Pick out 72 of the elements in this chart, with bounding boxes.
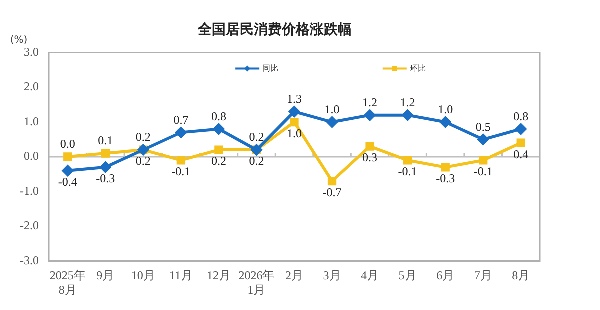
point xyxy=(403,156,412,165)
data-label: 0.2 xyxy=(249,154,264,168)
point xyxy=(64,152,72,162)
y-tick-label: 0.0 xyxy=(24,149,39,164)
point xyxy=(100,162,112,173)
data-label: 0.5 xyxy=(476,120,491,134)
legend-label: 同比 xyxy=(262,64,279,73)
data-label: 0.8 xyxy=(211,109,226,124)
x-tick-label: 7月 xyxy=(474,268,492,283)
x-tick-label: 12月 xyxy=(206,268,231,283)
data-label: 0.2 xyxy=(211,154,226,168)
data-label: 0.8 xyxy=(514,109,529,124)
data-label: 1.2 xyxy=(400,95,416,110)
point xyxy=(516,138,526,148)
point xyxy=(176,156,186,165)
data-label: -0.4 xyxy=(58,175,78,190)
data-label: 1.0 xyxy=(438,102,454,116)
y-tick-label: 3.0 xyxy=(24,44,39,59)
data-label: 1.0 xyxy=(287,126,302,140)
data-label: 0.4 xyxy=(514,147,529,162)
data-label: -0.1 xyxy=(474,164,493,179)
point xyxy=(326,116,338,128)
point xyxy=(366,142,374,151)
point xyxy=(440,116,452,128)
point xyxy=(441,163,450,172)
point xyxy=(214,146,224,154)
data-label: 1.3 xyxy=(287,92,302,106)
point xyxy=(364,110,376,121)
y-tick-label: -2.0 xyxy=(20,218,39,233)
point xyxy=(101,149,110,158)
x-tick-label: 2026年 1月 xyxy=(238,268,275,297)
data-label: 0.2 xyxy=(249,130,264,144)
legend-label: 环比 xyxy=(410,64,426,73)
point xyxy=(478,134,489,146)
point xyxy=(289,106,300,118)
x-tick-label: 10月 xyxy=(131,268,156,283)
data-label: 0.2 xyxy=(136,154,151,168)
point xyxy=(516,124,527,135)
x-tick-label: 3月 xyxy=(323,268,342,283)
data-label: -0.1 xyxy=(398,164,418,179)
x-tick-label: 2025年 8月 xyxy=(50,268,86,297)
data-label: 0.7 xyxy=(174,112,189,127)
data-label: 1.0 xyxy=(324,102,340,116)
data-label: -0.3 xyxy=(436,172,456,186)
x-tick-label: 11月 xyxy=(169,268,193,283)
point xyxy=(176,127,187,138)
x-tick-label: 4月 xyxy=(361,268,380,283)
point xyxy=(213,124,224,135)
x-tick-label: 8月 xyxy=(512,268,530,283)
chart-title: 全国居民消费价格涨跌幅 xyxy=(197,22,352,38)
y-tick-label: 2.0 xyxy=(24,80,39,94)
point xyxy=(290,118,299,127)
data-label: -0.7 xyxy=(322,185,342,200)
data-label: 1.2 xyxy=(362,95,378,110)
data-label: 0.3 xyxy=(362,150,378,165)
data-label: 0.2 xyxy=(136,130,151,144)
data-label: -0.1 xyxy=(172,164,191,179)
point xyxy=(328,176,337,186)
x-tick-label: 5月 xyxy=(398,268,417,283)
x-tick-label: 9月 xyxy=(96,268,115,283)
data-label: 0.1 xyxy=(98,134,114,148)
data-label: 0.0 xyxy=(60,137,76,152)
y-tick-label: 1.0 xyxy=(24,114,39,128)
y-tick-label: -3.0 xyxy=(20,253,39,268)
y-tick-label: -1.0 xyxy=(20,184,39,198)
data-label: -0.3 xyxy=(96,172,116,186)
point xyxy=(402,110,414,121)
point xyxy=(62,165,74,176)
x-tick-label: 2月 xyxy=(286,268,304,283)
point xyxy=(479,156,488,165)
y-axis-title: (%) xyxy=(10,34,28,46)
x-tick-label: 6月 xyxy=(436,268,455,283)
